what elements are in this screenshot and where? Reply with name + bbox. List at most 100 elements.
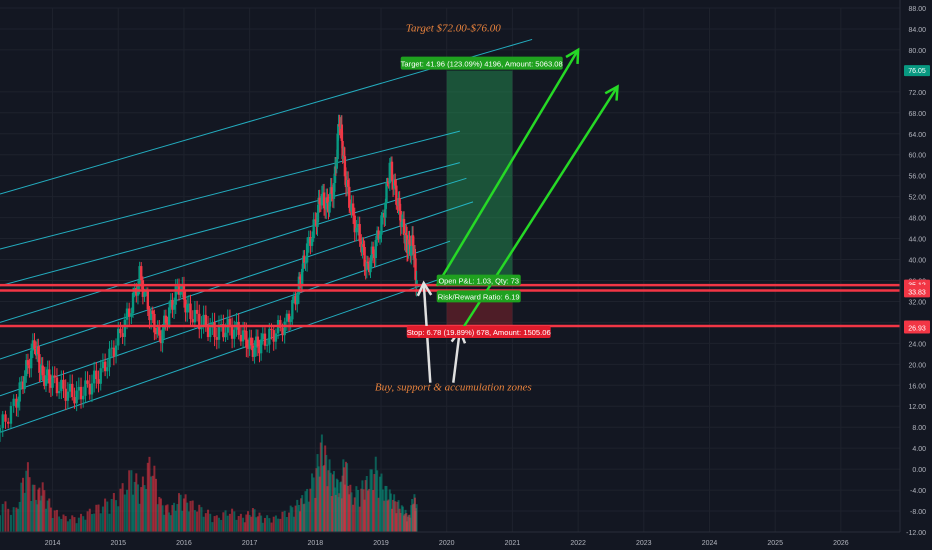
volume-bar bbox=[35, 499, 38, 532]
volume-bar bbox=[289, 505, 292, 532]
candle-body bbox=[159, 335, 163, 344]
candle-body bbox=[268, 328, 271, 345]
candle-body bbox=[156, 325, 159, 335]
candle-body bbox=[186, 304, 189, 313]
x-tick-label: 2026 bbox=[833, 540, 849, 547]
axis-marker-label: 33.83 bbox=[908, 289, 926, 296]
volume-bar bbox=[46, 500, 49, 532]
candle-body bbox=[135, 287, 138, 296]
candle-body bbox=[48, 369, 51, 384]
candle-body bbox=[404, 233, 407, 244]
volume-bar bbox=[384, 485, 387, 532]
candle-body bbox=[33, 340, 36, 349]
volume-bar bbox=[377, 497, 380, 532]
candle-body bbox=[46, 369, 49, 376]
candle-body bbox=[398, 198, 401, 211]
candle-body bbox=[263, 333, 267, 346]
volume-bar bbox=[358, 506, 361, 532]
x-tick-label: 2019 bbox=[373, 540, 389, 547]
risk-reward-label: Risk/Reward Ratio: 6.19 bbox=[438, 292, 520, 301]
candle-body bbox=[371, 246, 375, 254]
volume-bar bbox=[285, 516, 288, 532]
candle-body bbox=[289, 319, 292, 322]
volume-bar bbox=[132, 494, 135, 532]
volume-bar bbox=[119, 488, 122, 532]
volume-bar bbox=[385, 485, 388, 532]
candle-body bbox=[369, 260, 372, 273]
volume-bar bbox=[303, 503, 306, 532]
volume-bar bbox=[220, 519, 223, 532]
candle-body bbox=[337, 124, 340, 134]
channel-line bbox=[0, 240, 451, 397]
y-tick-label: 32.00 bbox=[908, 299, 926, 306]
volume-bar bbox=[153, 465, 156, 532]
candle-body bbox=[23, 376, 26, 390]
volume-bar bbox=[272, 516, 275, 532]
candle-body bbox=[121, 333, 124, 337]
candle-body bbox=[305, 243, 309, 263]
candle-body bbox=[92, 370, 96, 384]
candle-body bbox=[399, 210, 402, 228]
volume-bar bbox=[123, 494, 126, 532]
volume-bar bbox=[193, 510, 196, 532]
volume-bar bbox=[355, 486, 358, 532]
candle-body bbox=[414, 258, 417, 280]
candle-body bbox=[26, 360, 30, 366]
candle-body bbox=[287, 313, 291, 322]
channel-line bbox=[0, 162, 460, 287]
candle-body bbox=[388, 162, 391, 184]
candle-body bbox=[195, 309, 199, 314]
volume-bar bbox=[112, 493, 115, 532]
volume-bar bbox=[73, 517, 76, 532]
candle-body bbox=[138, 266, 141, 285]
volume-bar bbox=[181, 510, 184, 532]
volume-bar bbox=[350, 492, 353, 532]
volume-bar bbox=[395, 513, 398, 532]
volume-bar bbox=[323, 465, 326, 532]
candle-body bbox=[110, 347, 113, 349]
candle-body bbox=[169, 299, 173, 308]
volume-bar bbox=[392, 499, 395, 532]
candle-body bbox=[335, 159, 338, 169]
volume-bar bbox=[347, 485, 350, 532]
volume-bar bbox=[353, 497, 356, 532]
axis-marker bbox=[904, 65, 930, 77]
volume-bar bbox=[302, 504, 305, 532]
candle-body bbox=[230, 326, 234, 339]
volume-bar bbox=[389, 493, 392, 532]
y-tick-label: 4.00 bbox=[912, 446, 926, 453]
candle-body bbox=[272, 330, 275, 342]
volume-bar bbox=[260, 515, 263, 532]
candle-body bbox=[338, 124, 341, 127]
volume-bar bbox=[7, 508, 10, 532]
volume-bar bbox=[312, 477, 315, 532]
candle-body bbox=[241, 330, 245, 342]
volume-bar bbox=[370, 469, 373, 532]
volume-bar bbox=[362, 489, 365, 532]
candle-body bbox=[310, 238, 314, 246]
candle-body bbox=[253, 347, 256, 357]
volume-bar bbox=[104, 498, 107, 532]
candle-body bbox=[202, 314, 205, 326]
candle-body bbox=[73, 397, 76, 404]
y-tick-label: 40.00 bbox=[908, 258, 926, 265]
volume-bar bbox=[43, 490, 46, 532]
candle-body bbox=[103, 361, 107, 372]
candle-body bbox=[131, 292, 135, 314]
candle-body bbox=[292, 295, 296, 300]
candle-body bbox=[112, 347, 116, 357]
y-tick-label: 12.00 bbox=[908, 404, 926, 411]
volume-bar bbox=[55, 509, 58, 532]
volume-bar bbox=[331, 474, 334, 532]
volume-bar bbox=[158, 496, 161, 532]
candle-body bbox=[246, 347, 250, 349]
candle-body bbox=[259, 339, 263, 354]
volume-bar bbox=[397, 500, 400, 532]
volume-bar bbox=[196, 511, 199, 532]
volume-bar bbox=[66, 521, 69, 532]
volume-bar bbox=[279, 518, 282, 532]
volume-bar bbox=[368, 488, 371, 532]
y-tick-label: -12.00 bbox=[906, 530, 926, 537]
candle-body bbox=[233, 329, 236, 339]
